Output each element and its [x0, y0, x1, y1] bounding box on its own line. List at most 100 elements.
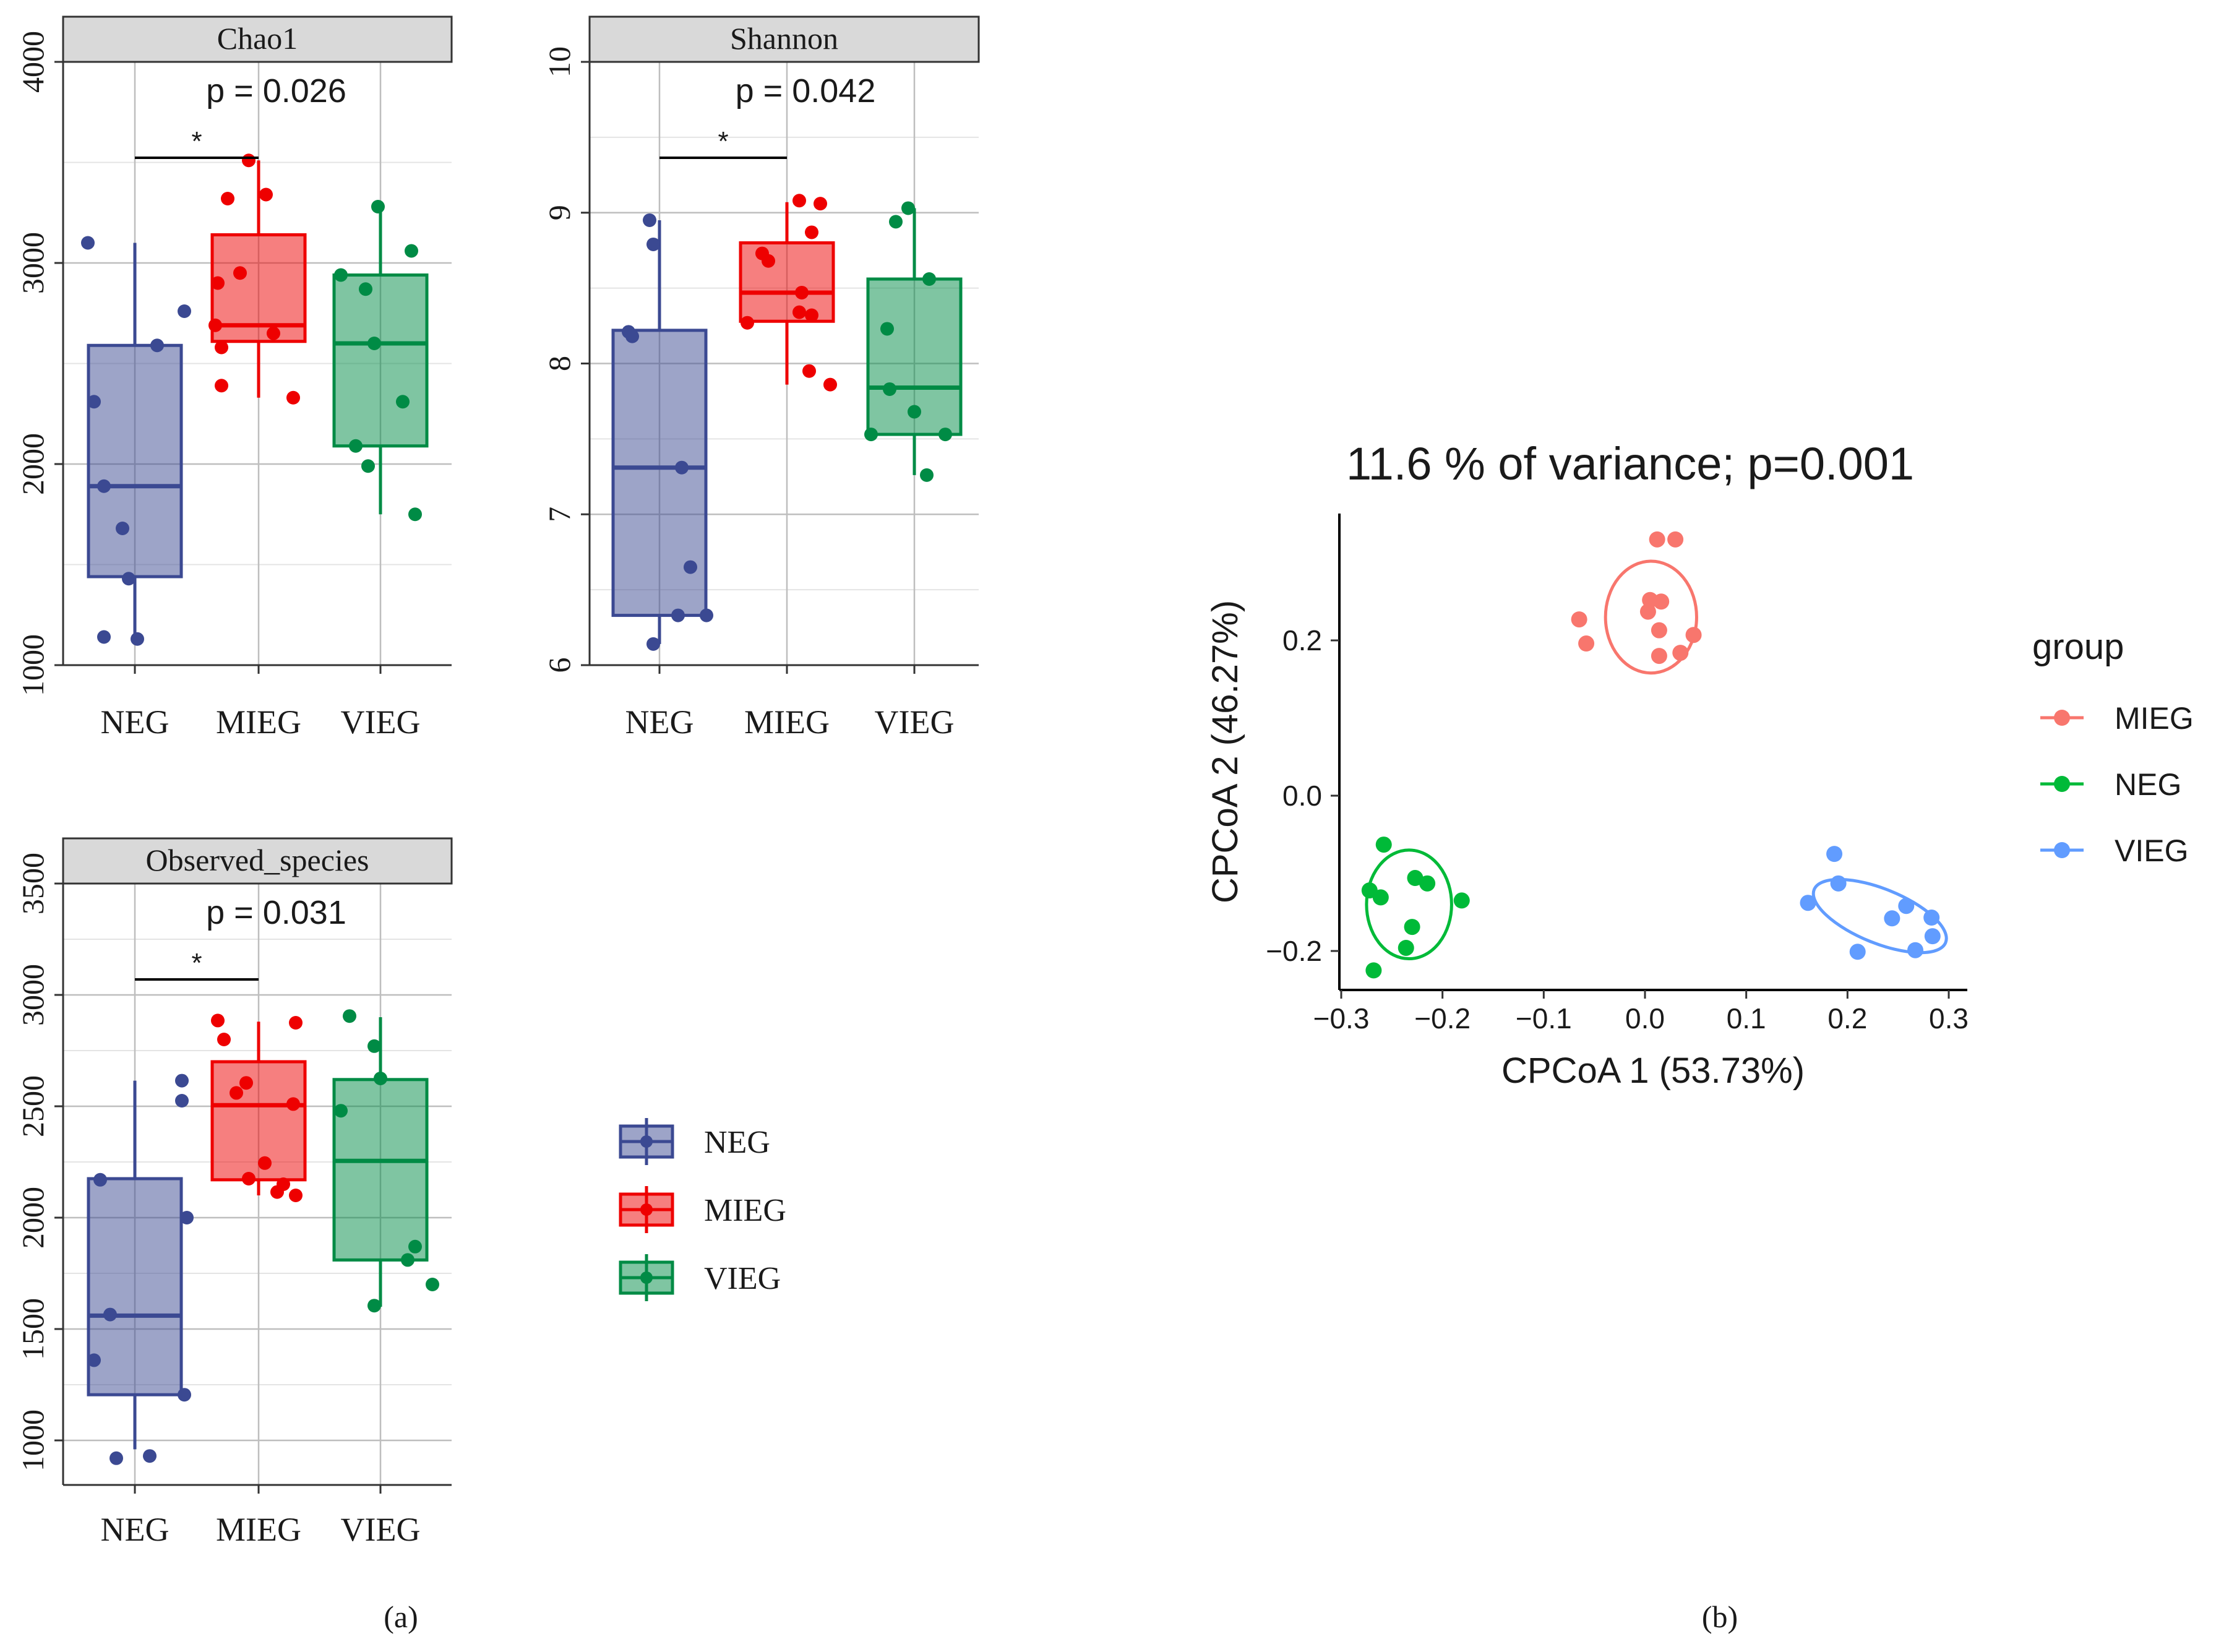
- significance-marker: *: [191, 948, 202, 978]
- p-value-annotation: p = 0.026: [206, 72, 346, 110]
- pcoa-legend-label-neg: NEG: [2115, 767, 2181, 802]
- data-point-neg: [122, 572, 135, 586]
- data-point-vieg: [938, 428, 952, 442]
- data-point-mieg: [795, 285, 809, 299]
- pcoa-x-tick-label: −0.1: [1516, 1002, 1572, 1035]
- y-tick-label: 2000: [15, 1187, 50, 1249]
- x-tick-label: NEG: [625, 703, 694, 741]
- scatter-point-mieg: [1672, 645, 1689, 661]
- scatter-point-vieg: [1830, 875, 1847, 892]
- data-point-mieg: [211, 276, 225, 290]
- data-point-vieg: [361, 459, 375, 473]
- y-tick-label: 1000: [15, 634, 50, 696]
- data-point-neg: [700, 608, 713, 622]
- data-point-vieg: [343, 1009, 356, 1023]
- data-point-vieg: [889, 215, 903, 229]
- data-point-mieg: [286, 390, 300, 405]
- scatter-point-mieg: [1651, 622, 1667, 639]
- scatter-point-vieg: [1923, 910, 1940, 926]
- data-point-mieg: [217, 1033, 231, 1046]
- facet-title: Shannon: [730, 21, 838, 56]
- scatter-point-neg: [1407, 870, 1424, 887]
- data-point-vieg: [401, 1253, 414, 1267]
- scatter-point-neg: [1453, 892, 1470, 909]
- data-point-neg: [625, 329, 639, 343]
- scatter-point-neg: [1404, 919, 1420, 936]
- box-legend: NEG MIEG VIEG: [619, 1118, 786, 1301]
- scatter-point-vieg: [1849, 944, 1866, 960]
- data-point-vieg: [349, 439, 363, 453]
- data-point-mieg: [814, 197, 827, 211]
- significance-marker: *: [191, 126, 202, 157]
- data-point-mieg: [741, 316, 754, 330]
- pcoa-x-tick-label: 0.3: [1929, 1002, 1969, 1035]
- data-point-vieg: [922, 272, 936, 286]
- pcoa-x-tick-label: 0.0: [1625, 1002, 1665, 1035]
- data-point-mieg: [208, 318, 222, 332]
- data-point-mieg: [286, 1097, 300, 1111]
- scatter-point-mieg: [1651, 648, 1667, 665]
- y-tick-label: 10: [542, 46, 577, 77]
- data-point-neg: [97, 479, 111, 493]
- data-point-neg: [87, 395, 101, 409]
- scatter-point-vieg: [1800, 895, 1816, 911]
- x-tick-label: VIEG: [341, 703, 421, 741]
- data-point-neg: [103, 1307, 117, 1322]
- p-value-annotation: p = 0.031: [206, 894, 346, 931]
- data-point-vieg: [901, 201, 915, 215]
- y-tick-label: 3500: [15, 853, 50, 914]
- facet-title: Observed_species: [146, 843, 369, 877]
- scatter-point-vieg: [1924, 928, 1941, 945]
- data-point-mieg: [823, 377, 837, 392]
- data-point-vieg: [864, 428, 878, 442]
- pcoa-x-tick-label: −0.2: [1414, 1002, 1471, 1035]
- y-tick-label: 1000: [15, 1409, 50, 1471]
- scatter-point-mieg: [1685, 627, 1702, 643]
- data-point-mieg: [221, 192, 234, 205]
- data-point-neg: [93, 1172, 107, 1187]
- box-mieg: [739, 241, 835, 323]
- pcoa-x-axis-title: CPCoA 1 (53.73%): [1501, 1051, 1805, 1091]
- data-point-neg: [684, 560, 697, 574]
- pcoa-legend-label-mieg: MIEG: [2115, 701, 2194, 736]
- data-point-neg: [646, 637, 660, 651]
- data-point-mieg: [259, 187, 273, 202]
- data-point-vieg: [371, 200, 385, 213]
- scatter-point-mieg: [1653, 593, 1670, 610]
- y-tick-label: 3000: [15, 964, 50, 1026]
- pcoa-legend-label-vieg: VIEG: [2115, 833, 2188, 868]
- legend-point: [640, 1271, 653, 1284]
- scatter-point-neg: [1398, 939, 1414, 956]
- y-tick-label: 8: [542, 356, 577, 371]
- data-point-mieg: [805, 308, 818, 322]
- data-point-vieg: [367, 1039, 381, 1053]
- pcoa-legend-key-mieg: [2054, 710, 2070, 726]
- panel-observed-species: 1000 1500 2000 2500 3000 3500 NEG MIEG VIEG Obser…: [15, 837, 453, 1548]
- facet-title: Chao1: [217, 21, 298, 56]
- pcoa-y-tick-label: 0.0: [1282, 780, 1322, 812]
- data-point-neg: [178, 304, 191, 318]
- facet-strip: [588, 15, 980, 63]
- data-point-neg: [643, 213, 656, 227]
- pcoa-title: 11.6 % of variance; p=0.001: [1346, 438, 1914, 489]
- scatter-point-vieg: [1907, 942, 1923, 958]
- data-point-mieg: [242, 153, 256, 168]
- data-point-vieg: [367, 1299, 381, 1313]
- data-point-mieg: [792, 194, 806, 208]
- p-value-annotation: p = 0.042: [736, 72, 876, 110]
- data-point-vieg: [908, 405, 921, 419]
- data-point-vieg: [920, 468, 934, 482]
- pcoa-legend-key-neg: [2054, 776, 2070, 792]
- pcoa-x-tick-label: −0.3: [1313, 1002, 1370, 1035]
- box-neg: [87, 343, 183, 579]
- data-point-vieg: [367, 337, 381, 350]
- panel-chao1: 1000 2000 3000 4000 NEG MIEG VIEG Chao1 p = 0.02…: [15, 15, 453, 741]
- data-point-mieg: [792, 305, 806, 319]
- data-point-mieg: [270, 1185, 284, 1199]
- data-point-vieg: [408, 1239, 422, 1254]
- y-tick-label: 9: [542, 205, 577, 220]
- scatter-point-neg: [1372, 889, 1389, 906]
- scatter-point-vieg: [1898, 898, 1915, 914]
- scatter-point-mieg: [1649, 531, 1665, 548]
- data-point-vieg: [426, 1278, 439, 1291]
